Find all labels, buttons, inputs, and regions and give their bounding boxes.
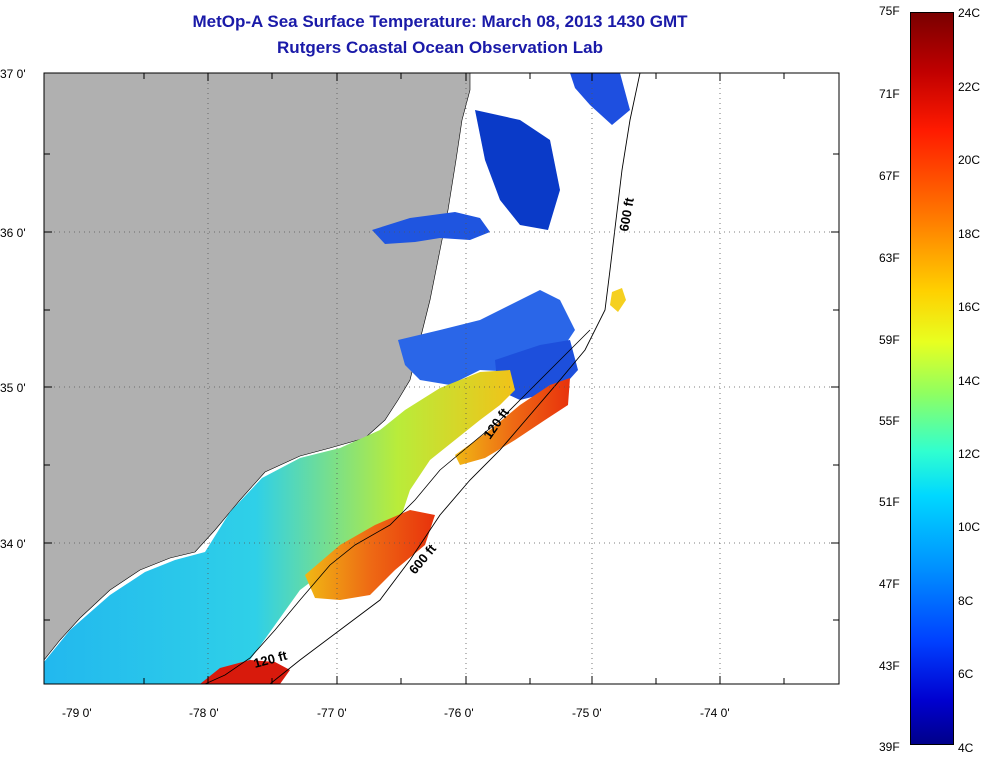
temperature-colorbar xyxy=(910,12,954,745)
lon-label-78: -78 0' xyxy=(189,706,219,720)
colorbar-f-67: 67F xyxy=(879,169,900,183)
colorbar-f-59: 59F xyxy=(879,333,900,347)
warm-water-southwest xyxy=(200,660,290,684)
warm-spot-cape-hatteras xyxy=(610,288,626,312)
colorbar-c-6: 6C xyxy=(958,667,974,681)
land-mass xyxy=(44,73,471,661)
lat-label-36: 36 0' xyxy=(0,226,26,240)
colorbar-c-24: 24C xyxy=(958,6,981,20)
isobath-120ft xyxy=(204,329,591,684)
map-frame xyxy=(43,72,840,685)
gulf-stream-edge-south xyxy=(305,510,435,600)
lon-label-79: -79 0' xyxy=(62,706,92,720)
north-blue-strip xyxy=(570,73,630,125)
contour-label-600ft-north: 600 ft xyxy=(616,196,637,233)
isobath-600ft xyxy=(269,73,641,684)
colorbar-c-16: 16C xyxy=(958,300,981,314)
lon-label-76: -76 0' xyxy=(444,706,474,720)
albemarle-sound-water xyxy=(372,212,490,244)
lon-label-74: -74 0' xyxy=(700,706,730,720)
colorbar-c-18: 18C xyxy=(958,227,981,241)
colorbar-c-10: 10C xyxy=(958,520,981,534)
graticule xyxy=(44,73,839,684)
colorbar-c-4: 4C xyxy=(958,741,974,755)
lon-label-77: -77 0' xyxy=(317,706,347,720)
colorbar-f-55: 55F xyxy=(879,414,900,428)
colorbar-c-8: 8C xyxy=(958,594,974,608)
map-subtitle: Rutgers Coastal Ocean Observation Lab xyxy=(277,38,603,57)
axis-ticks xyxy=(44,73,839,684)
colorbar-f-51: 51F xyxy=(879,495,900,509)
colorbar-f-63: 63F xyxy=(879,251,900,265)
colorbar-f-39: 39F xyxy=(879,740,900,754)
offshore-cold-patch xyxy=(475,110,560,230)
gulf-stream-edge-north xyxy=(455,378,570,465)
lat-label-35: 35 0' xyxy=(0,381,26,395)
colorbar-f-71: 71F xyxy=(879,87,900,101)
shelf-water xyxy=(44,370,515,684)
map-title: MetOp-A Sea Surface Temperature: March 0… xyxy=(192,12,688,31)
lon-label-75: -75 0' xyxy=(572,706,602,720)
colorbar-f-75: 75F xyxy=(879,4,900,18)
lat-label-34: 34 0' xyxy=(0,537,26,551)
colorbar-c-22: 22C xyxy=(958,80,981,94)
colorbar-f-47: 47F xyxy=(879,577,900,591)
colorbar-c-20: 20C xyxy=(958,153,981,167)
lat-label-37: 37 0' xyxy=(0,67,26,81)
colorbar-f-43: 43F xyxy=(879,659,900,673)
colorbar-c-12: 12C xyxy=(958,447,981,461)
colorbar-c-14: 14C xyxy=(958,374,981,388)
